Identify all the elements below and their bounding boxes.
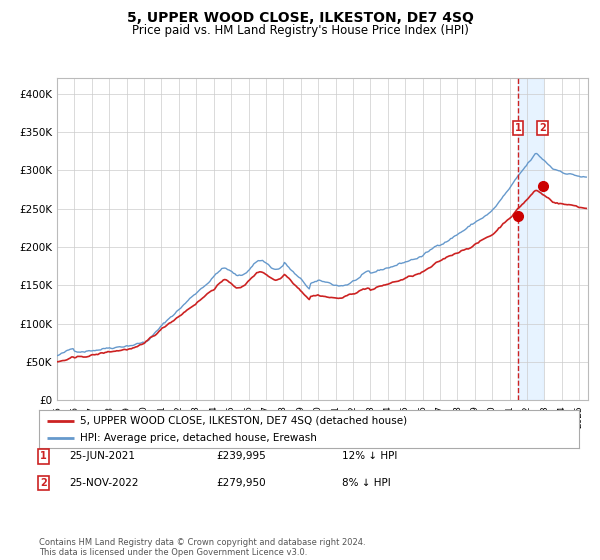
Text: 12% ↓ HPI: 12% ↓ HPI <box>342 451 397 461</box>
Text: Contains HM Land Registry data © Crown copyright and database right 2024.
This d: Contains HM Land Registry data © Crown c… <box>39 538 365 557</box>
Text: 25-NOV-2022: 25-NOV-2022 <box>69 478 139 488</box>
Text: HPI: Average price, detached house, Erewash: HPI: Average price, detached house, Erew… <box>79 433 316 444</box>
Text: Price paid vs. HM Land Registry's House Price Index (HPI): Price paid vs. HM Land Registry's House … <box>131 24 469 37</box>
Text: £239,995: £239,995 <box>216 451 266 461</box>
Text: 8% ↓ HPI: 8% ↓ HPI <box>342 478 391 488</box>
Text: 5, UPPER WOOD CLOSE, ILKESTON, DE7 4SQ (detached house): 5, UPPER WOOD CLOSE, ILKESTON, DE7 4SQ (… <box>79 416 407 426</box>
Text: 1: 1 <box>40 451 47 461</box>
Bar <box>518 78 543 400</box>
Text: 2: 2 <box>40 478 47 488</box>
Text: 2: 2 <box>539 123 546 133</box>
Text: £279,950: £279,950 <box>216 478 266 488</box>
Text: 5, UPPER WOOD CLOSE, ILKESTON, DE7 4SQ: 5, UPPER WOOD CLOSE, ILKESTON, DE7 4SQ <box>127 11 473 25</box>
Text: 1: 1 <box>515 123 521 133</box>
Text: 25-JUN-2021: 25-JUN-2021 <box>69 451 135 461</box>
